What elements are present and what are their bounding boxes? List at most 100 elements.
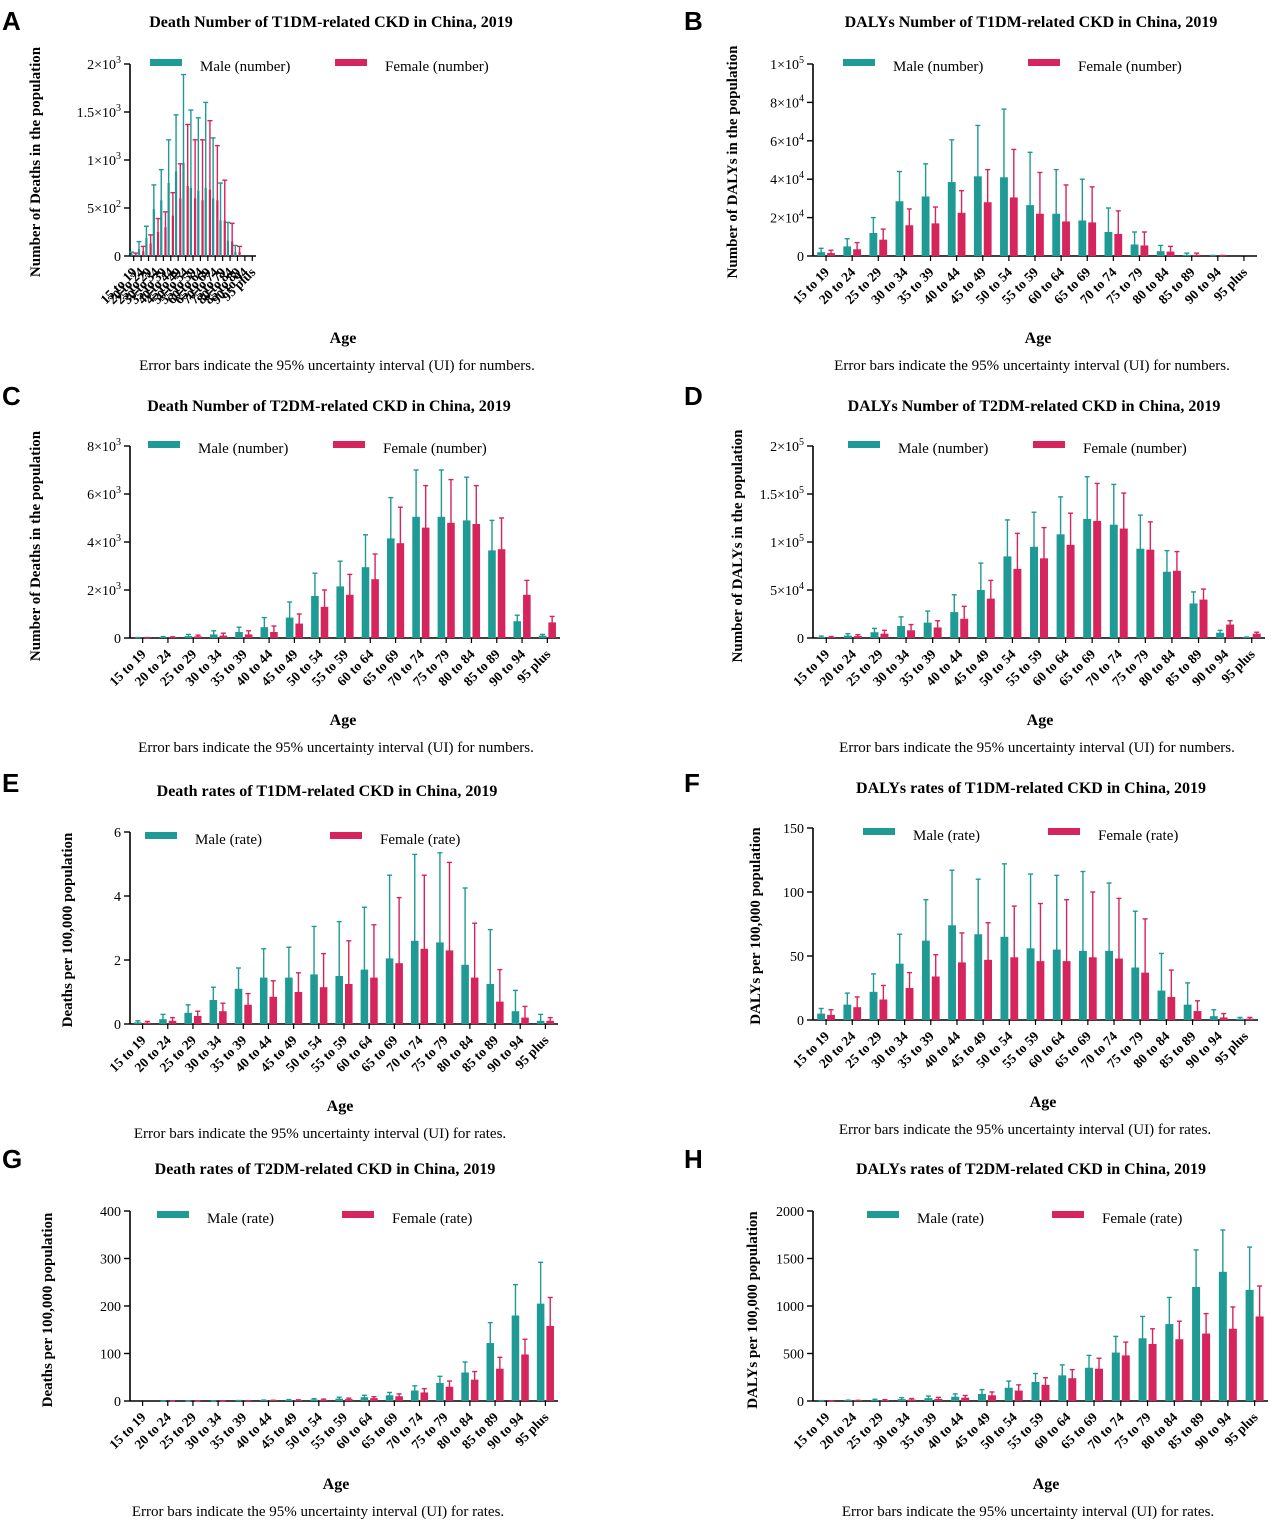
legend-swatch-female (1033, 441, 1065, 448)
panel-letter: H (684, 1144, 703, 1174)
legend-swatch-male (867, 1211, 899, 1218)
male-bar-15 (511, 1315, 520, 1401)
legend-label-female: Female (rate) (380, 832, 460, 848)
female-bar-16 (1255, 1316, 1264, 1401)
y-axis-label: Number of DALYs in the population (725, 45, 741, 279)
panel-letter: G (2, 1144, 22, 1174)
female-bar-9 (1068, 1378, 1077, 1401)
female-bar-15 (1226, 624, 1235, 638)
chart-footnote: Error bars indicate the 95% uncertainty … (139, 358, 535, 374)
male-bar-8 (1031, 1382, 1040, 1401)
x-axis-label: Age (323, 1476, 350, 1493)
male-bar-13 (1162, 571, 1171, 638)
y-tick-label: 0 (114, 1018, 121, 1033)
male-bar-13 (1165, 1324, 1174, 1401)
male-bar-9 (361, 567, 370, 638)
y-tick-label: 0 (114, 1395, 121, 1410)
y-tick-label: 2 (114, 954, 121, 969)
male-bar-16 (1245, 1289, 1254, 1401)
female-bar-12 (1148, 1344, 1157, 1401)
female-bar-10 (1093, 520, 1102, 638)
y-tick-label: 200 (100, 1300, 121, 1315)
legend-label-male: Male (number) (200, 59, 290, 75)
male-bar-10 (1085, 1367, 1094, 1401)
chart-footnote: Error bars indicate the 95% uncertainty … (839, 740, 1235, 756)
male-bar-11 (1109, 524, 1118, 638)
y-axis-label: DALYs per 100,000 population (748, 827, 764, 1025)
male-bar-8 (336, 586, 344, 638)
y-tick-label: 1×103 (87, 151, 121, 169)
male-bar-15 (1216, 632, 1225, 638)
female-bar-14 (1202, 1333, 1211, 1401)
legend-label-female: Female (number) (385, 59, 489, 75)
y-tick-label: 2×103 (87, 581, 121, 599)
y-tick-label: 6 (114, 826, 121, 841)
female-bar-13 (1175, 1339, 1184, 1401)
legend-swatch-female (1052, 1211, 1084, 1218)
x-axis-label: Age (330, 712, 357, 729)
legend-swatch-male (863, 828, 895, 835)
y-axis-label: Deaths per 100,000 population (60, 832, 76, 1027)
chart-footnote: Error bars indicate the 95% uncertainty … (839, 1122, 1211, 1138)
female-bar-14 (496, 1368, 504, 1401)
y-tick-label: 100 (783, 886, 804, 901)
panel-letter: B (684, 6, 703, 36)
legend-label-female: Female (rate) (392, 1211, 472, 1227)
y-tick-label: 400 (100, 1205, 121, 1220)
male-bar-11 (410, 1390, 419, 1401)
female-bar-12 (1146, 549, 1155, 638)
y-tick-label: 8×103 (87, 437, 121, 455)
chart-footnote: Error bars indicate the 95% uncertainty … (132, 1504, 504, 1520)
female-bar-8 (346, 594, 354, 638)
legend-label-male: Male (number) (198, 441, 288, 457)
female-bar-13 (1172, 570, 1181, 638)
legend-label-male: Male (number) (898, 441, 988, 457)
male-bar-15 (513, 621, 522, 638)
female-bar-13 (472, 524, 481, 638)
y-tick-label: 500 (783, 1348, 804, 1363)
chart-panel-e: E Death rates of T1DM-related CKD in Chin… (2, 768, 558, 1142)
female-bar-11 (1119, 528, 1128, 638)
legend-swatch-female (342, 1211, 374, 1218)
legend-swatch-male (157, 1211, 189, 1218)
legend-swatch-female (330, 832, 362, 839)
legend-swatch-male (848, 441, 880, 448)
legend-swatch-male (145, 832, 177, 839)
y-tick-label: 2000 (776, 1205, 804, 1220)
male-bar-10 (1083, 518, 1092, 638)
y-tick-label: 0 (114, 250, 121, 265)
male-bar-11 (412, 516, 420, 638)
legend-label-male: Male (rate) (195, 832, 262, 848)
male-bar-12 (436, 1382, 444, 1401)
male-bar-8 (1030, 546, 1038, 638)
female-bar-14 (1199, 599, 1208, 638)
y-tick-label: 4 (114, 890, 121, 905)
legend-label-male: Male (rate) (207, 1211, 274, 1227)
y-axis-label: Number of DALYs in the population (730, 429, 746, 663)
y-tick-label: 0 (797, 632, 804, 647)
legend-swatch-male (148, 441, 180, 448)
male-bar-12 (1138, 1338, 1147, 1401)
chart-footnote: Error bars indicate the 95% uncertainty … (834, 358, 1230, 374)
female-bar-8 (1041, 1384, 1050, 1401)
y-axis-label: Number of Deaths in the population (28, 46, 44, 277)
male-bar-14 (488, 550, 496, 638)
x-axis-label: Age (1030, 1094, 1057, 1111)
y-tick-label: 4×104 (770, 170, 804, 188)
chart-footnote: Error bars indicate the 95% uncertainty … (842, 1504, 1214, 1520)
male-bar-9 (1056, 534, 1065, 638)
chart-title: DALYs rates of T2DM-related CKD in China… (856, 1161, 1206, 1178)
y-tick-label: 0 (797, 1014, 804, 1029)
female-bar-15 (523, 594, 531, 638)
male-bar-10 (387, 538, 395, 638)
male-bar-16 (536, 1303, 545, 1401)
legend-swatch-male (843, 59, 875, 66)
legend-label-male: Male (rate) (917, 1211, 984, 1227)
chart-title: DALYs rates of T1DM-related CKD in China… (856, 780, 1206, 797)
male-bar-12 (1136, 548, 1145, 638)
x-axis-label: Age (330, 330, 357, 347)
female-bar-11 (420, 1392, 429, 1401)
y-axis-label: Number of Deaths in the population (28, 430, 44, 661)
chart-title: Death rates of T1DM-related CKD in China… (157, 783, 498, 800)
female-bar-10 (396, 543, 405, 638)
